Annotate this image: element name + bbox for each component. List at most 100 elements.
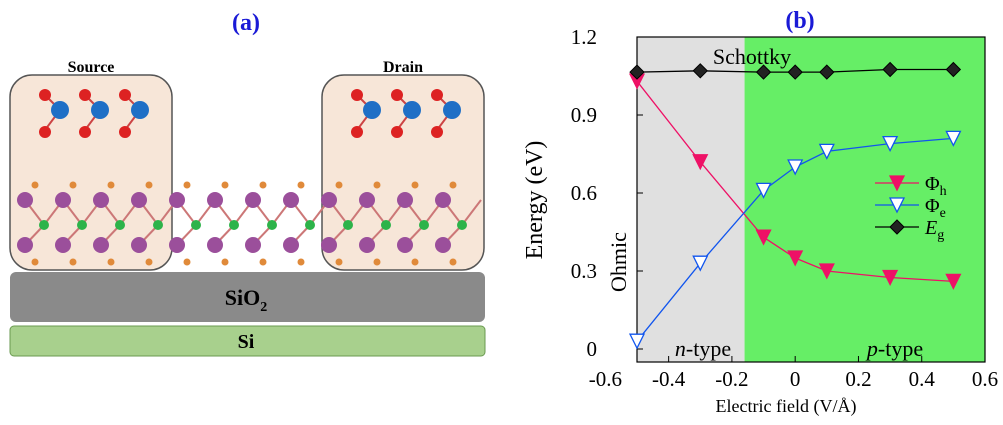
data-point xyxy=(692,63,708,79)
data-point xyxy=(755,229,772,246)
atom xyxy=(391,89,403,101)
data-point xyxy=(755,64,772,80)
y-tick-label: 0.6 xyxy=(571,181,597,205)
data-point xyxy=(787,159,804,176)
legend-sub: g xyxy=(937,228,944,243)
atom xyxy=(373,258,381,266)
atom xyxy=(55,192,71,208)
atom xyxy=(131,101,149,119)
atom xyxy=(91,101,109,119)
atom xyxy=(115,220,125,230)
atom xyxy=(363,101,381,119)
atom xyxy=(107,181,115,189)
atom xyxy=(79,89,91,101)
atom xyxy=(381,220,391,230)
atom xyxy=(397,192,413,208)
legend-label: Eg xyxy=(924,217,944,243)
data-point xyxy=(945,273,962,290)
legend-marker xyxy=(888,197,906,214)
annotation-italic: p xyxy=(865,336,878,361)
si-layer xyxy=(9,325,486,357)
data-point xyxy=(882,269,899,286)
atom xyxy=(31,181,39,189)
atom xyxy=(17,192,33,208)
annotation-italic: n xyxy=(675,336,686,361)
atom xyxy=(449,181,457,189)
atom xyxy=(229,220,239,230)
atom xyxy=(131,192,147,208)
oxide-layer xyxy=(10,272,485,322)
panel-label: (b) xyxy=(785,8,814,34)
atom xyxy=(119,126,131,138)
annotation: n-type xyxy=(675,336,731,361)
atom xyxy=(321,192,337,208)
atom xyxy=(145,258,153,266)
atom xyxy=(17,237,33,253)
atom xyxy=(343,220,353,230)
atom xyxy=(359,192,375,208)
atom xyxy=(191,220,201,230)
atom xyxy=(93,192,109,208)
data-point xyxy=(628,333,646,350)
data-point xyxy=(787,250,804,267)
y-tick-label: 0 xyxy=(587,337,598,361)
atom xyxy=(145,181,153,189)
atom xyxy=(39,220,49,230)
si-label: Si xyxy=(238,331,255,353)
atom xyxy=(267,220,277,230)
annotation-text: -type xyxy=(686,336,731,361)
atom xyxy=(153,220,163,230)
atom xyxy=(69,258,77,266)
atom xyxy=(449,258,457,266)
atom xyxy=(351,126,363,138)
atom xyxy=(207,192,223,208)
data-point xyxy=(692,154,709,171)
atom xyxy=(411,258,419,266)
atom xyxy=(51,101,69,119)
atom xyxy=(351,89,363,101)
data-point xyxy=(945,61,962,78)
atom xyxy=(39,126,51,138)
atom xyxy=(457,220,467,230)
data-point xyxy=(882,135,899,153)
atom xyxy=(183,181,191,189)
atom xyxy=(259,258,267,266)
x-tick-label: -0.4 xyxy=(652,367,686,391)
annotation: p-type xyxy=(865,336,923,361)
legend-marker xyxy=(888,175,906,192)
data-point xyxy=(818,143,835,160)
atom xyxy=(359,237,375,253)
data-point xyxy=(819,64,835,80)
plot-frame xyxy=(636,36,986,363)
x-tick-label: 0 xyxy=(790,367,801,391)
atom xyxy=(39,89,51,101)
source-label: Source xyxy=(68,59,115,76)
atom xyxy=(297,181,305,189)
atom xyxy=(403,101,421,119)
atom xyxy=(93,237,109,253)
atom xyxy=(305,220,315,230)
legend-marker xyxy=(889,219,905,235)
atom xyxy=(221,181,229,189)
atom xyxy=(431,89,443,101)
atom xyxy=(107,258,115,266)
atom xyxy=(245,192,261,208)
atom xyxy=(335,258,343,266)
atom xyxy=(119,89,131,101)
x-tick-label: -0.2 xyxy=(715,367,748,391)
data-point xyxy=(945,130,962,147)
atom xyxy=(419,220,429,230)
atom xyxy=(321,237,337,253)
drain-label: Drain xyxy=(383,59,423,76)
atom xyxy=(435,192,451,208)
atom xyxy=(183,258,191,266)
legend-sub: h xyxy=(940,184,947,199)
atom xyxy=(411,181,419,189)
oxide-subscript: 2 xyxy=(260,300,267,315)
atom xyxy=(69,181,77,189)
legend-label: Φh xyxy=(925,173,947,199)
atom xyxy=(283,237,299,253)
data-point xyxy=(818,263,835,280)
data-point xyxy=(692,255,709,272)
